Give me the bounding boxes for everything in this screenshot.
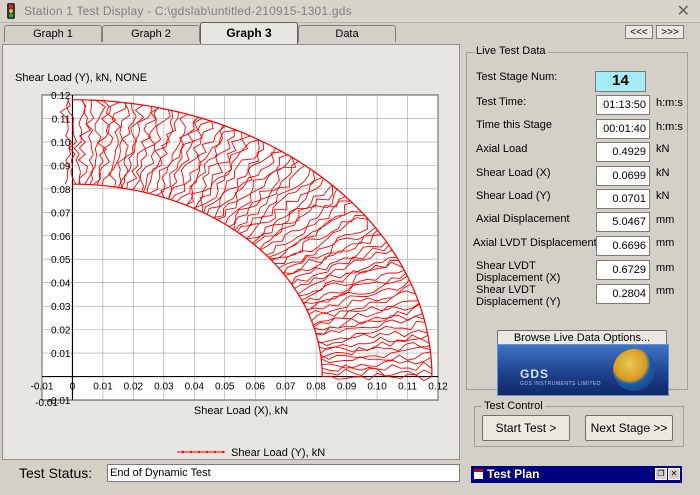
y-tick-label: 0.05 xyxy=(51,255,71,266)
label-test-stage-num: Test Stage Num: xyxy=(476,71,558,83)
x-tick-label: 0.06 xyxy=(245,382,265,393)
label-shear-lvdt-x-line2: Displacement (X) xyxy=(476,272,561,284)
value-shear-lvdt-x: 0.6729 xyxy=(596,260,650,280)
label-shear-lvdt-y-line2: Displacement (Y) xyxy=(476,296,561,308)
label-shear-lvdt-x-line1: Shear LVDT xyxy=(476,260,536,272)
value-time-this-stage: 00:01:40 xyxy=(596,119,650,139)
x-tick-label: 0.03 xyxy=(154,382,174,393)
logo-text: GDS xyxy=(520,367,550,381)
series-boundary-arc xyxy=(72,99,433,377)
graph-panel: Shear Load (Y), kN, NONE Shear Load (X),… xyxy=(2,44,460,460)
x-tick-label: 0.01 xyxy=(93,382,113,393)
test-plan-window[interactable]: Test Plan ❐ ✕ xyxy=(471,466,682,483)
value-axial-displacement: 5.0467 xyxy=(596,212,650,232)
unit-axial-lvdt-displacement: mm xyxy=(656,237,675,249)
label-time-this-stage: Time this Stage xyxy=(476,119,553,131)
chart-ylabel: Shear Load (Y), kN, NONE xyxy=(15,72,147,84)
label-axial-load: Axial Load xyxy=(476,143,528,155)
document-icon xyxy=(474,469,483,479)
next-stage-button[interactable]: Next Stage >> xyxy=(585,415,673,441)
unit-shear-load-x: kN xyxy=(656,167,670,179)
tab-graph-3[interactable]: Graph 3 xyxy=(200,22,298,44)
restore-icon[interactable]: ❐ xyxy=(655,468,667,480)
x-tick-label: 0.02 xyxy=(124,382,144,393)
y-tick-label: -0.01 xyxy=(35,398,58,409)
chart-xlabel: Shear Load (X), kN xyxy=(194,405,288,417)
test-control-group xyxy=(474,406,684,447)
start-test-button[interactable]: Start Test > xyxy=(482,415,570,441)
x-tick-label: -0.01 xyxy=(31,382,54,393)
tab-strip: Graph 1 Graph 2 Graph 3 Data <<< >>> xyxy=(0,22,700,44)
label-axial-lvdt-displacement: Axial LVDT Displacement xyxy=(473,237,597,249)
label-shear-load-y: Shear Load (Y) xyxy=(476,190,551,202)
unit-shear-load-y: kN xyxy=(656,190,670,202)
y-tick-label: 0.04 xyxy=(51,279,71,290)
chart-grid xyxy=(41,94,439,401)
x-tick-label: 0.10 xyxy=(367,382,387,393)
y-tick-label: 0.01 xyxy=(51,349,71,360)
unit-axial-load: kN xyxy=(656,143,670,155)
series-boundary-arc xyxy=(72,183,323,377)
title-bar: Station 1 Test Display - C:\gdslab\untit… xyxy=(0,0,700,23)
x-tick-label: 0.08 xyxy=(306,382,326,393)
label-shear-lvdt-y-line1: Shear LVDT xyxy=(476,284,536,296)
unit-axial-displacement: mm xyxy=(656,214,675,226)
value-axial-load: 0.4929 xyxy=(596,142,650,162)
y-tick-label: 0.03 xyxy=(51,302,71,313)
y-tick-label: 0.11 xyxy=(52,114,71,125)
tab-graph-2[interactable]: Graph 2 xyxy=(102,25,200,42)
x-tick-label: 0.05 xyxy=(215,382,235,393)
test-plan-title: Test Plan xyxy=(487,467,540,481)
value-test-time: 01:13:50 xyxy=(596,95,650,115)
series-loop xyxy=(59,99,77,185)
unit-time-this-stage: h:m:s xyxy=(656,121,683,133)
value-test-stage-num: 14 xyxy=(595,71,646,92)
traffic-light-icon xyxy=(7,3,15,19)
tab-data[interactable]: Data xyxy=(298,25,396,42)
close-icon[interactable]: ✕ xyxy=(668,468,680,480)
live-test-data-title: Live Test Data xyxy=(474,45,548,57)
y-tick-label: 0.07 xyxy=(51,208,71,219)
chart-series-shear-load-y xyxy=(59,99,433,382)
label-axial-displacement: Axial Displacement xyxy=(476,213,570,225)
label-shear-load-x: Shear Load (X) xyxy=(476,167,551,179)
legend-entry-shear-load-y: Shear Load (Y), kN xyxy=(231,447,325,459)
gds-logo: GDS GDS INSTRUMENTS LIMITED xyxy=(497,344,669,396)
value-shear-load-x: 0.0699 xyxy=(596,166,650,186)
test-status-field: End of Dynamic Test xyxy=(107,464,460,482)
value-shear-lvdt-y: 0.2804 xyxy=(596,284,650,304)
window-title: Station 1 Test Display - C:\gdslab\untit… xyxy=(24,4,352,18)
value-axial-lvdt-displacement: 0.6696 xyxy=(596,236,650,256)
x-tick-label: 0.12 xyxy=(428,382,448,393)
tab-graph-1[interactable]: Graph 1 xyxy=(4,25,102,42)
y-tick-label: 0.06 xyxy=(51,232,71,243)
y-tick-label: 0.10 xyxy=(51,138,71,149)
y-tick-label: 0.08 xyxy=(51,185,71,196)
logo-subtext: GDS INSTRUMENTS LIMITED xyxy=(520,381,601,387)
unit-test-time: h:m:s xyxy=(656,97,683,109)
unit-shear-lvdt-y: mm xyxy=(656,285,675,297)
x-tick-label: 0.09 xyxy=(337,382,357,393)
chart-tick-labels: -0.01 0 0.01 0.02 0.03 0.04 0.05 0.06 0.07 0.08 0.… xyxy=(31,91,449,409)
shear-load-chart: Shear Load (Y), kN, NONE Shear Load (X),… xyxy=(15,72,449,459)
chart-legend: Shear Load (Y), kN xyxy=(177,447,325,459)
test-control-title: Test Control xyxy=(482,400,545,412)
x-tick-label: 0.07 xyxy=(276,382,296,393)
y-tick-label: -0.01 xyxy=(48,396,71,407)
label-test-time: Test Time: xyxy=(476,96,527,108)
y-tick-label: 0.12 xyxy=(51,91,71,102)
globe-icon xyxy=(613,349,655,391)
x-tick-label: 0.04 xyxy=(185,382,205,393)
test-status-label: Test Status: xyxy=(19,465,93,481)
unit-shear-lvdt-x: mm xyxy=(656,262,675,274)
y-tick-label: 0.09 xyxy=(51,161,71,172)
close-icon[interactable]: ✕ xyxy=(676,3,690,20)
value-shear-load-y: 0.0701 xyxy=(596,189,650,209)
nav-prev-button[interactable]: <<< xyxy=(625,25,653,39)
nav-next-button[interactable]: >>> xyxy=(656,25,684,39)
x-tick-label: 0 xyxy=(70,382,76,393)
x-tick-label: 0.11 xyxy=(398,382,417,393)
y-tick-label: 0.02 xyxy=(51,326,71,337)
